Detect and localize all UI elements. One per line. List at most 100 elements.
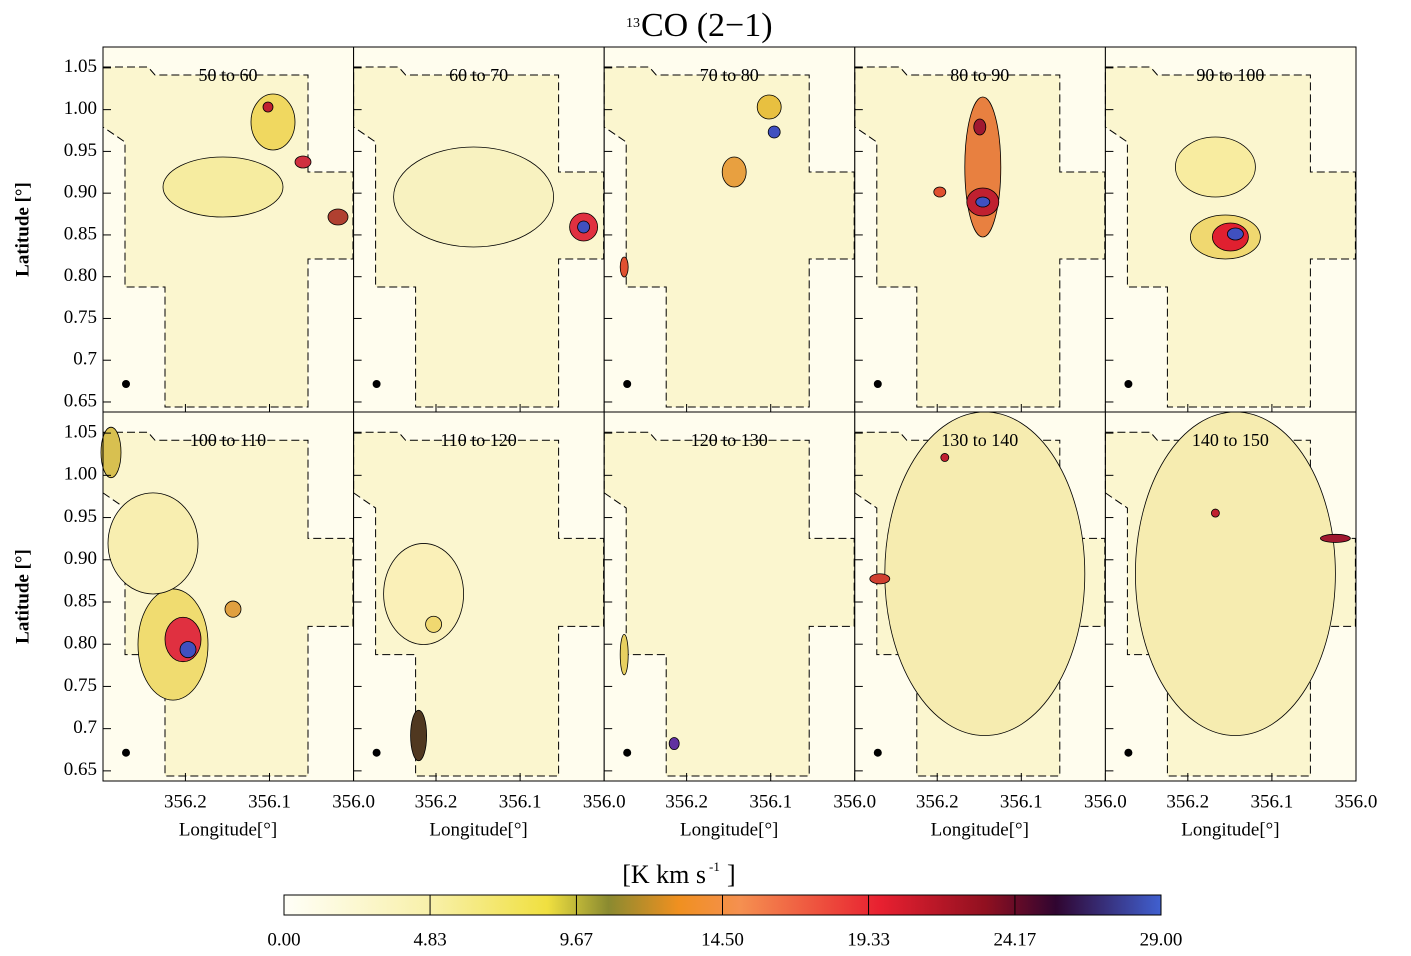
- y-tick-label: 0.90: [64, 182, 97, 203]
- x-axis-label: Longitude[°]: [179, 819, 277, 840]
- colorbar-tick-label: 14.50: [701, 929, 744, 950]
- x-tick-label: 356.1: [1251, 791, 1294, 812]
- channel-panel: 110 to 120 356.2 356.1 356.0 Longitude[°]: [353, 411, 626, 840]
- x-axis-label: Longitude[°]: [429, 819, 527, 840]
- emission: [973, 118, 987, 136]
- colorbar-tick-label: 19.33: [847, 929, 890, 950]
- colorbar-label: [K km s: [622, 860, 706, 889]
- survey-footprint: [603, 431, 855, 777]
- panel-label: 70 to 80: [700, 65, 759, 85]
- x-tick-label: 356.2: [916, 791, 959, 812]
- y-tick-label: 0.80: [64, 265, 97, 286]
- emission: [721, 156, 747, 188]
- survey-footprint: [102, 66, 354, 408]
- x-axis-label: Longitude[°]: [931, 819, 1029, 840]
- emission: [250, 93, 296, 151]
- emission: [869, 573, 891, 585]
- maps: 50 to 60 0.65 0.7 0.75 0.80 0.85 0.90 0.95 1.00 1…: [12, 46, 1377, 840]
- survey-footprint: [353, 431, 605, 777]
- x-axis-label: Longitude[°]: [680, 819, 778, 840]
- chart-title: CO (2−1): [641, 7, 773, 44]
- y-tick-label: 0.65: [64, 390, 97, 411]
- y-tick-label: 1.05: [64, 421, 97, 442]
- beam: [873, 380, 882, 388]
- emission: [100, 426, 122, 479]
- x-tick-label: 356.0: [583, 791, 626, 812]
- beam: [623, 748, 632, 757]
- channel-panel: 60 to 70: [353, 46, 605, 413]
- panel-label: 130 to 140: [941, 430, 1018, 450]
- y-tick-label: 1.05: [64, 56, 97, 77]
- y-tick-label: 0.75: [64, 307, 97, 328]
- panel-label: 100 to 110: [190, 430, 266, 450]
- channel-panel: 100 to 110 0.65 0.7 0.75 0.80 0.85 0.90 0.95 1.0…: [12, 411, 375, 840]
- emission: [162, 156, 284, 218]
- emission: [933, 186, 947, 198]
- emission: [294, 155, 312, 169]
- survey-footprint: [854, 66, 1106, 408]
- y-tick-label: 0.85: [64, 590, 97, 611]
- y-tick-label: 1.00: [64, 464, 97, 485]
- emission: [975, 196, 991, 208]
- channel-panel: 90 to 100: [1104, 46, 1357, 413]
- beam: [873, 748, 882, 757]
- x-tick-label: 356.1: [1000, 791, 1043, 812]
- emission: [383, 543, 465, 645]
- y-tick-label: 0.7: [73, 717, 97, 738]
- emission: [327, 208, 349, 226]
- emission: [1211, 508, 1220, 518]
- emission: [577, 220, 590, 234]
- panel-label: 120 to 130: [691, 430, 768, 450]
- y-tick-label: 0.85: [64, 223, 97, 244]
- x-tick-label: 356.2: [415, 791, 458, 812]
- emission: [884, 411, 1086, 736]
- beam: [122, 748, 130, 757]
- panel-label: 90 to 100: [1196, 65, 1264, 85]
- emission: [668, 737, 680, 751]
- y-tick-label: 0.90: [64, 548, 97, 569]
- emission: [179, 641, 197, 659]
- beam: [122, 380, 130, 388]
- x-axis-label: Longitude[°]: [1181, 819, 1279, 840]
- emission: [1227, 227, 1244, 241]
- beam: [1124, 748, 1133, 757]
- x-tick-label: 356.0: [1084, 791, 1127, 812]
- channel-panel: 130 to 140 356.2 356.1 356.0 Longitude[°]: [854, 411, 1127, 840]
- x-tick-label: 356.1: [749, 791, 792, 812]
- x-tick-label: 356.2: [665, 791, 708, 812]
- y-tick-label: 1.00: [64, 98, 97, 119]
- x-tick-label: 356.2: [164, 791, 207, 812]
- channel-panel: 140 to 150 356.2 356.1 356.0 Longitude[°]: [1104, 411, 1377, 840]
- emission: [393, 146, 555, 248]
- panel-label: 140 to 150: [1192, 430, 1269, 450]
- emission: [767, 125, 781, 139]
- colorbar-tick-label: 4.83: [413, 929, 446, 950]
- title-superscript: 13: [626, 16, 640, 31]
- emission: [1320, 533, 1351, 543]
- channel-panel: 80 to 90: [854, 46, 1106, 413]
- beam: [623, 380, 632, 388]
- emission: [107, 492, 199, 595]
- y-tick-label: 0.7: [73, 349, 97, 370]
- y-tick-label: 0.95: [64, 140, 97, 161]
- panel-label: 80 to 90: [950, 65, 1009, 85]
- emission: [1175, 136, 1256, 198]
- colorbar-label-superscript: -1: [709, 859, 720, 874]
- colorbar-tick-label: 9.67: [560, 929, 593, 950]
- beam: [1124, 380, 1133, 388]
- x-tick-label: 356.1: [499, 791, 542, 812]
- emission: [619, 256, 629, 278]
- x-tick-label: 356.2: [1166, 791, 1209, 812]
- emission: [224, 600, 242, 618]
- beam: [372, 748, 381, 757]
- x-tick-label: 356.0: [332, 791, 375, 812]
- channel-panel: 70 to 80: [603, 46, 856, 413]
- panel-label: 110 to 120: [440, 430, 516, 450]
- emission: [756, 94, 782, 120]
- panel-label: 50 to 60: [198, 65, 257, 85]
- y-tick-label: 0.75: [64, 675, 97, 696]
- y-tick-label: 0.80: [64, 633, 97, 654]
- channel-panel: 120 to 130 356.2 356.1 356.0 Longitude[°]: [603, 411, 876, 840]
- colorbar-label-end: ]: [727, 860, 736, 889]
